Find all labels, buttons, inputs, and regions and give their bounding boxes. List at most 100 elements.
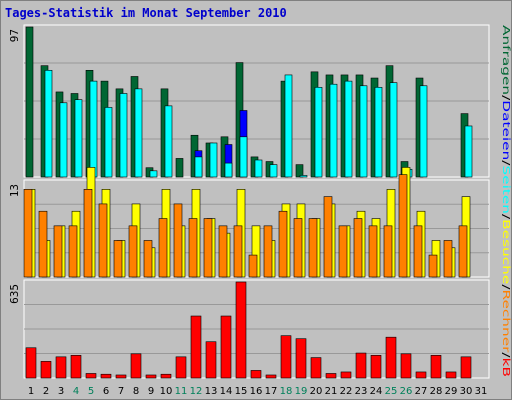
bar-seiten bbox=[119, 93, 128, 178]
bar-kb bbox=[280, 335, 292, 379]
day-label: 27 bbox=[415, 386, 428, 397]
bar-kb bbox=[145, 374, 157, 379]
bar-kb bbox=[205, 341, 217, 379]
day-label: 30 bbox=[460, 386, 473, 397]
bar-rechner bbox=[263, 225, 273, 278]
day-label: 28 bbox=[430, 386, 443, 397]
day-label: 19 bbox=[295, 386, 308, 397]
bar-kb bbox=[460, 356, 472, 379]
bar-seiten bbox=[74, 99, 83, 178]
day-label: 13 bbox=[205, 386, 218, 397]
day-label: 15 bbox=[235, 386, 248, 397]
bar-kb bbox=[190, 315, 202, 379]
bar-rechner bbox=[173, 203, 183, 278]
bar-rechner bbox=[98, 203, 108, 278]
bar-seiten bbox=[299, 175, 308, 178]
day-label: 7 bbox=[118, 386, 124, 397]
legend-entry: / bbox=[500, 284, 511, 290]
legend-entry: Rechner bbox=[500, 290, 511, 354]
bar-rechner bbox=[218, 225, 228, 278]
bar-rechner bbox=[83, 189, 93, 278]
day-label: 24 bbox=[370, 386, 383, 397]
bar-kb bbox=[55, 356, 67, 379]
bar-kb bbox=[25, 347, 37, 379]
bar-rechner bbox=[428, 254, 438, 278]
bar-seiten bbox=[149, 170, 158, 178]
bar-kb bbox=[265, 374, 277, 379]
bar-rechner bbox=[248, 254, 258, 278]
bar-seiten bbox=[284, 74, 293, 178]
bar-seiten bbox=[104, 107, 113, 178]
bar-rechner bbox=[23, 189, 33, 278]
day-label: 25 bbox=[385, 386, 398, 397]
bar-rechner bbox=[38, 210, 48, 278]
bar-kb bbox=[370, 355, 382, 379]
bar-kb bbox=[430, 355, 442, 379]
bar-seiten bbox=[419, 85, 428, 178]
bar-seiten bbox=[209, 142, 218, 178]
bar-kb bbox=[250, 370, 262, 379]
bar-seiten bbox=[224, 162, 233, 178]
day-label: 16 bbox=[250, 386, 263, 397]
bar-kb bbox=[235, 281, 247, 379]
bar-rechner bbox=[68, 225, 78, 278]
bar-rechner bbox=[233, 225, 243, 278]
bar-kb bbox=[340, 371, 352, 379]
bar-rechner bbox=[203, 218, 213, 278]
bar-anfragen bbox=[295, 164, 304, 178]
chart-title: Tages-Statistik im Monat September 2010 bbox=[5, 6, 287, 20]
bar-kb bbox=[175, 356, 187, 379]
day-label: 14 bbox=[220, 386, 233, 397]
bar-seiten bbox=[359, 85, 368, 178]
day-label: 23 bbox=[355, 386, 368, 397]
bar-rechner bbox=[413, 225, 423, 278]
bar-seiten bbox=[134, 88, 143, 178]
bar-seiten bbox=[329, 83, 338, 178]
axis-max-label: 97 bbox=[8, 29, 21, 42]
bar-kb bbox=[40, 361, 52, 379]
bar-seiten bbox=[44, 69, 53, 178]
bar-rechner bbox=[458, 225, 468, 278]
bar-kb bbox=[310, 357, 322, 379]
bar-kb bbox=[415, 371, 427, 379]
bar-rechner bbox=[113, 240, 123, 278]
day-label: 3 bbox=[58, 386, 64, 397]
day-label: 11 bbox=[175, 386, 188, 397]
day-label: 29 bbox=[445, 386, 458, 397]
day-label: 18 bbox=[280, 386, 293, 397]
right-legend: Anfragen/Dateien/Seiten/Besuche/Rechner/… bbox=[500, 25, 511, 377]
day-label: 8 bbox=[133, 386, 139, 397]
bar-seiten bbox=[344, 80, 353, 178]
bar-kb bbox=[295, 338, 307, 379]
bar-kb bbox=[385, 336, 397, 379]
bar-kb bbox=[325, 373, 337, 379]
legend-entry: Dateien bbox=[500, 100, 511, 160]
bar-rechner bbox=[368, 225, 378, 278]
bar-kb bbox=[355, 352, 367, 379]
legend-entry: Anfragen bbox=[500, 25, 511, 95]
bar-seiten bbox=[164, 105, 173, 178]
bar-seiten bbox=[239, 136, 248, 178]
bar-rechner bbox=[143, 240, 153, 278]
bar-seiten bbox=[269, 164, 278, 178]
bar-rechner bbox=[53, 225, 63, 278]
day-label: 10 bbox=[160, 386, 173, 397]
bar-rechner bbox=[308, 218, 318, 278]
bar-kb bbox=[160, 373, 172, 379]
bar-seiten bbox=[194, 156, 203, 178]
day-label: 17 bbox=[265, 386, 278, 397]
legend-entry: / bbox=[500, 214, 511, 220]
day-label: 2 bbox=[43, 386, 49, 397]
bar-kb bbox=[100, 373, 112, 379]
bar-rechner bbox=[278, 210, 288, 278]
bar-seiten bbox=[89, 80, 98, 178]
day-label: 26 bbox=[400, 386, 413, 397]
bar-rechner bbox=[443, 240, 453, 278]
legend-entry: Seiten bbox=[500, 165, 511, 214]
bar-rechner bbox=[188, 218, 198, 278]
legend-entry: Besuche bbox=[500, 219, 511, 284]
axis-max-label: 635 bbox=[8, 284, 21, 304]
bar-kb bbox=[130, 353, 142, 379]
bar-rechner bbox=[293, 218, 303, 278]
